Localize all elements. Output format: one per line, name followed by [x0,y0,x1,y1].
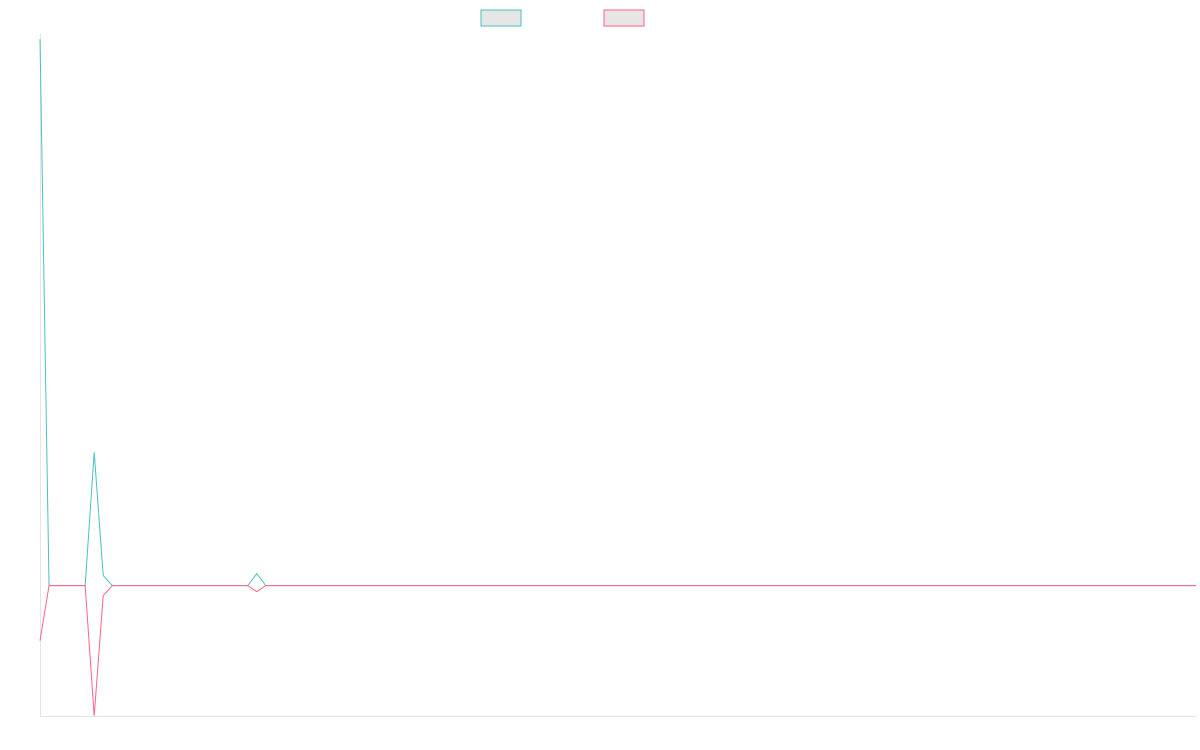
series-line-1 [39,39,1196,587]
legend-swatch-1 [480,9,522,27]
legend [480,9,645,27]
legend-item-2[interactable] [603,9,645,27]
series-line-2 [39,585,1196,717]
series-layer [39,39,1196,717]
legend-item-1[interactable] [480,9,522,27]
legend-swatch-2 [603,9,645,27]
axes [40,34,1196,717]
